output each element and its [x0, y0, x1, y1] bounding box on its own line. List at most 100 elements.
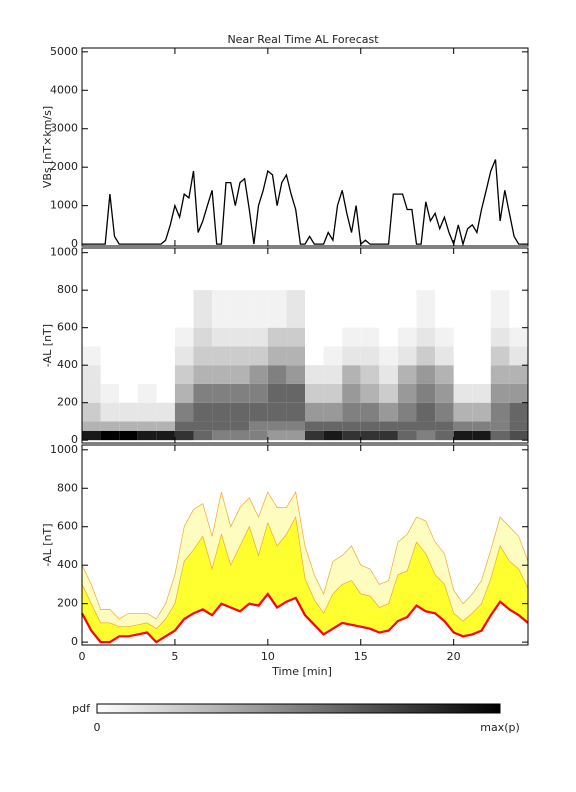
chart-title: Near Real Time AL Forecast [227, 33, 379, 46]
heat-cell [323, 365, 343, 384]
heat-cell [435, 430, 454, 441]
heat-cell [323, 430, 343, 441]
heat-cell [174, 402, 194, 422]
heat-cell [82, 383, 101, 403]
heat-cell [193, 430, 213, 441]
heat-cell [509, 327, 528, 347]
heat-cell [82, 421, 101, 431]
heat-cell [119, 402, 138, 422]
heat-cell [416, 365, 436, 384]
x-tick-label: 20 [447, 650, 461, 663]
heat-cell [360, 383, 380, 403]
heat-cell [286, 290, 305, 328]
heat-cell [193, 346, 213, 366]
heat-cell [509, 421, 528, 431]
heat-cell [490, 327, 510, 347]
heat-cell [397, 430, 417, 441]
heat-cell [360, 421, 380, 431]
heat-cell [490, 383, 510, 403]
heat-cell [193, 421, 213, 431]
heat-cell [453, 383, 473, 403]
heat-cell [305, 402, 324, 422]
heat-cell [212, 327, 231, 347]
heat-cell [230, 327, 250, 347]
heat-cell [379, 402, 398, 422]
axes-frame [81, 247, 529, 444]
heat-cell [100, 383, 120, 403]
heat-cell [193, 383, 213, 403]
heat-cell [267, 430, 287, 441]
heat-cell [193, 365, 213, 384]
x-axis-label: Time [min] [271, 665, 332, 678]
heat-cell [137, 430, 157, 441]
heat-cell [100, 430, 120, 441]
heat-cell [212, 383, 231, 403]
heat-cell [267, 365, 287, 384]
colorbar-max: max(p) [480, 721, 520, 734]
heat-cell [249, 365, 268, 384]
heat-cell [100, 402, 120, 422]
heat-cell [137, 421, 157, 431]
y-tick-label: 800 [57, 283, 78, 296]
heat-cell [360, 346, 380, 366]
heat-cell [509, 346, 528, 366]
heat-cell [416, 402, 436, 422]
heat-cell [137, 383, 157, 403]
heat-cell [230, 421, 250, 431]
heat-cell [82, 402, 101, 422]
heat-cell [342, 327, 361, 347]
y-tick-label: 600 [57, 520, 78, 533]
heat-cell [490, 290, 510, 328]
heat-cell [453, 421, 473, 431]
y-axis-label: -AL [nT] [41, 324, 54, 367]
heat-cell [174, 346, 194, 366]
heat-cell [249, 430, 268, 441]
heat-cell [360, 327, 380, 347]
heat-cell [174, 327, 194, 347]
x-tick-label: 0 [79, 650, 86, 663]
heat-cell [267, 327, 287, 347]
heat-cell [509, 430, 528, 441]
axes-frame [81, 444, 529, 646]
heat-cell [397, 327, 417, 347]
heat-cell [397, 421, 417, 431]
heat-cell [397, 346, 417, 366]
heat-cell [156, 430, 175, 441]
heat-cell [249, 402, 268, 422]
data-line [82, 159, 528, 247]
y-tick-label: 0 [71, 433, 78, 446]
heat-cell [509, 383, 528, 403]
y-tick-label: 0 [71, 635, 78, 648]
heat-cell [397, 402, 417, 422]
heat-cell [82, 365, 101, 384]
heat-cell [490, 430, 510, 441]
heat-cell [286, 365, 305, 384]
colorbar-min: 0 [94, 721, 101, 734]
y-tick-label: 200 [57, 597, 78, 610]
y-tick-label: 600 [57, 321, 78, 334]
heat-cell [249, 327, 268, 347]
heat-cell [360, 430, 380, 441]
x-tick-label: 5 [171, 650, 178, 663]
y-tick-label: 800 [57, 481, 78, 494]
heat-cell [472, 383, 491, 403]
heat-cell [100, 421, 120, 431]
heat-cell [212, 365, 231, 384]
heat-cell [342, 365, 361, 384]
heat-cell [323, 383, 343, 403]
y-tick-label: 0 [71, 237, 78, 250]
heat-cell [342, 346, 361, 366]
x-tick-label: 15 [354, 650, 368, 663]
heat-cell [453, 402, 473, 422]
heat-cell [379, 365, 398, 384]
heat-cell [82, 430, 101, 441]
heat-cell [193, 290, 213, 328]
y-tick-label: 200 [57, 396, 78, 409]
heat-cell [435, 402, 454, 422]
y-tick-label: 400 [57, 358, 78, 371]
heat-cell [342, 430, 361, 441]
heat-cell [230, 402, 250, 422]
heat-cell [249, 421, 268, 431]
heat-cell [119, 421, 138, 431]
